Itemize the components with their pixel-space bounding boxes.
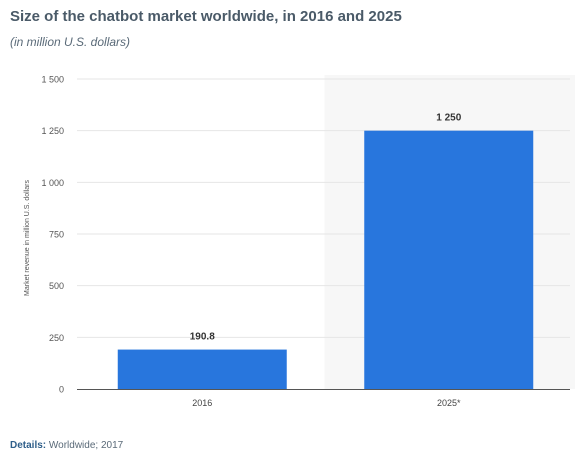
y-tick-label: 500 bbox=[49, 281, 64, 291]
y-tick-label: 250 bbox=[49, 333, 64, 343]
x-tick-label: 2025* bbox=[437, 398, 461, 408]
x-tick-label: 2016 bbox=[192, 398, 212, 408]
chart-subtitle: (in million U.S. dollars) bbox=[10, 35, 131, 49]
y-tick-label: 1 250 bbox=[41, 126, 64, 136]
details-text: Worldwide; 2017 bbox=[48, 440, 124, 451]
details-footer: Details: Worldwide; 2017 bbox=[10, 440, 123, 451]
bar bbox=[117, 349, 287, 389]
data-labels: 190.8 1 250 bbox=[190, 113, 462, 343]
bars bbox=[117, 130, 534, 389]
y-tick-label: 1 000 bbox=[41, 178, 64, 188]
data-label: 190.8 bbox=[190, 332, 215, 343]
y-axis-label: Market revenue in million U.S. dollars bbox=[24, 180, 31, 296]
y-tick-label: 1 500 bbox=[41, 75, 64, 85]
details-label: Details: bbox=[10, 440, 47, 451]
y-tick-label: 750 bbox=[49, 230, 64, 240]
x-tick-labels: 2016 2025* bbox=[192, 398, 461, 408]
data-label: 1 250 bbox=[436, 113, 461, 124]
y-tick-label: 0 bbox=[59, 385, 64, 395]
chart-title: Size of the chatbot market worldwide, in… bbox=[10, 8, 402, 25]
y-tick-labels: 0 250 500 750 1 000 1 250 1 500 bbox=[41, 75, 64, 395]
bar bbox=[364, 130, 534, 389]
